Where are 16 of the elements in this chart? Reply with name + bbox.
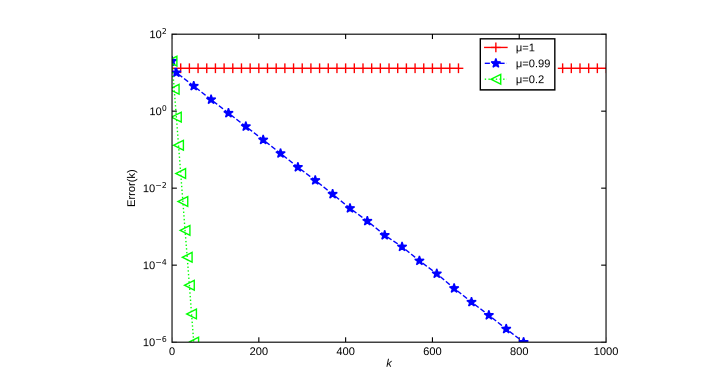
x-tick-label: 400 (336, 347, 354, 356)
legend-label: μ=1 (516, 44, 534, 54)
x-tick-label: 200 (250, 347, 268, 356)
y-tick-label: 10$^{0}$ (150, 105, 166, 116)
x-axis-title: k (386, 358, 392, 367)
y-tick-label: 10$^{2}$ (150, 28, 166, 38)
x-tick-label: 800 (510, 347, 528, 356)
y-axis-title: Error(k) (126, 170, 138, 206)
x-tick-label: 600 (424, 347, 442, 356)
y-tick-label: 10$^{−2}$ (144, 182, 166, 192)
x-tick-label: 0 (169, 347, 175, 356)
legend-label: μ=0.2 (516, 75, 544, 86)
y-tick-label: 10$^{−6}$ (144, 336, 166, 346)
x-tick-label: 1000 (594, 347, 618, 356)
y-tick-label: 10$^{−4}$ (144, 259, 166, 270)
legend-label: μ=0.99 (516, 59, 550, 70)
